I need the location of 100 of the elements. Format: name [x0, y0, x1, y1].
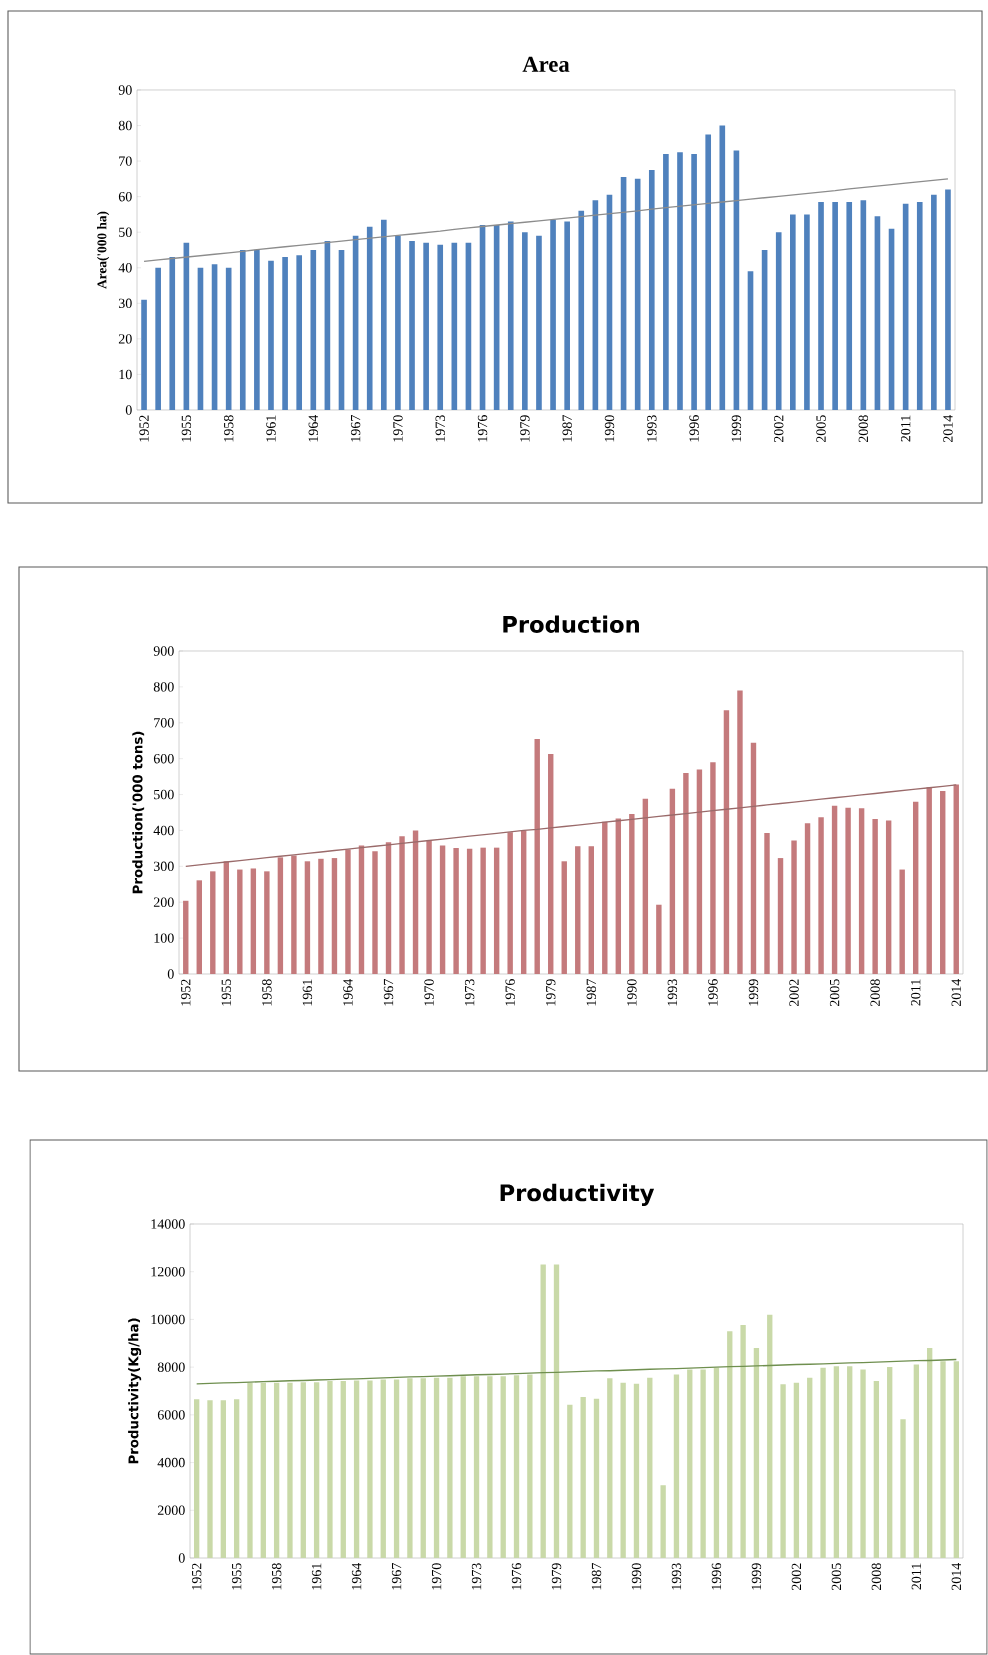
bar — [669, 788, 676, 974]
x-tick-label: 1958 — [262, 979, 272, 1006]
x-tick-label: 1952 — [139, 415, 149, 442]
x-tick-label: 1976 — [505, 979, 515, 1006]
bar — [513, 1375, 520, 1558]
bar — [953, 784, 959, 974]
bar — [534, 738, 540, 974]
bar — [393, 1379, 400, 1558]
bar — [575, 846, 581, 974]
x-tick-label: 1999 — [731, 415, 742, 442]
x-tick-label: 1970 — [393, 415, 403, 442]
y-axis-title: Area('000 ha) — [97, 211, 110, 289]
bar — [913, 1364, 920, 1558]
x-tick-label: 1987 — [562, 415, 572, 442]
bar — [507, 221, 514, 410]
bar — [564, 221, 570, 410]
bar — [629, 813, 635, 974]
bar — [912, 801, 919, 974]
y-tick-label: 700 — [154, 718, 174, 728]
x-tick-label: 1961 — [311, 1563, 322, 1590]
bar — [447, 1377, 453, 1558]
bar — [385, 842, 392, 974]
bar — [872, 818, 878, 974]
bar — [527, 1374, 533, 1558]
bar — [264, 871, 270, 974]
bar — [141, 299, 147, 410]
bar — [522, 232, 528, 410]
bar — [358, 845, 365, 974]
bar — [313, 1382, 320, 1558]
bar — [790, 214, 796, 410]
y-axis-title: Productivity(Kg/ha) — [128, 1318, 142, 1464]
bar — [683, 773, 689, 974]
x-tick-label: 1987 — [586, 979, 597, 1006]
bar — [407, 1378, 413, 1558]
bar — [247, 1382, 253, 1558]
bar — [287, 1382, 293, 1558]
bar — [423, 242, 429, 410]
x-tick-label: 2014 — [951, 978, 961, 1007]
bar — [183, 900, 189, 974]
y-axis-title: Production('000 tons) — [132, 731, 145, 894]
x-tick-label: 1993 — [647, 415, 657, 442]
bar — [304, 861, 311, 974]
bar — [648, 169, 655, 410]
x-tick-label: 1964 — [343, 978, 353, 1006]
bar — [433, 1377, 440, 1558]
bar — [710, 762, 716, 974]
bar — [540, 1264, 546, 1558]
bar — [832, 201, 838, 410]
y-tick-label: 50 — [119, 227, 132, 237]
bar — [210, 871, 216, 974]
bar — [804, 214, 810, 410]
x-tick-label: 2005 — [831, 1563, 842, 1591]
x-tick-label: 1973 — [435, 415, 445, 442]
bar — [331, 858, 338, 974]
y-tick-label: 14000 — [151, 1219, 185, 1229]
bar — [296, 255, 303, 410]
y-tick-label: 600 — [153, 753, 174, 764]
bar — [793, 1382, 800, 1558]
bar — [439, 845, 446, 974]
bar — [353, 1380, 360, 1558]
y-tick-label: 30 — [118, 298, 132, 309]
y-tick-label: 60 — [118, 191, 132, 202]
bar — [480, 847, 486, 974]
bar — [437, 244, 444, 410]
bar — [847, 1366, 853, 1558]
bar — [607, 1378, 613, 1558]
x-tick-label: 1961 — [266, 415, 276, 442]
x-tick-label: 1967 — [383, 979, 394, 1006]
y-tick-label: 8000 — [157, 1362, 185, 1372]
bar — [677, 152, 683, 410]
chart-title: Production — [503, 615, 639, 633]
bar — [953, 1361, 960, 1558]
bar — [691, 153, 697, 410]
x-tick-label: 2011 — [911, 1563, 922, 1590]
bar — [858, 808, 865, 974]
bar — [207, 1400, 213, 1558]
x-tick-label: 1990 — [627, 979, 637, 1006]
x-tick-label: 1996 — [689, 415, 699, 442]
bar — [818, 817, 824, 974]
bar — [727, 1331, 733, 1558]
bar — [845, 807, 851, 974]
bar — [466, 848, 473, 974]
bar — [860, 1369, 866, 1558]
bar — [399, 836, 405, 974]
bar — [593, 1398, 600, 1558]
bar — [713, 1367, 720, 1558]
bar — [260, 1382, 266, 1558]
y-tick-label: 200 — [153, 897, 174, 907]
x-tick-label: 2002 — [774, 415, 784, 443]
x-tick-label: 2011 — [910, 979, 921, 1006]
x-tick-label: 1958 — [271, 1563, 282, 1590]
x-tick-label: 1993 — [667, 979, 678, 1006]
y-tick-label: 300 — [153, 861, 174, 872]
bar — [764, 832, 770, 974]
x-tick-label: 2014 — [943, 414, 953, 443]
x-tick-label: 1955 — [221, 979, 232, 1006]
x-tick-label: 1970 — [431, 1563, 442, 1590]
bar — [460, 1376, 466, 1558]
chart-title: Productivity — [500, 1183, 655, 1206]
x-tick-label: 1976 — [511, 1563, 522, 1590]
